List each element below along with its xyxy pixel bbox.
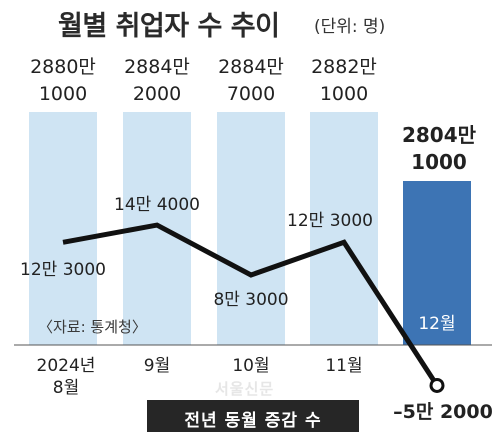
x-tick-label-0: 2024년 xyxy=(37,356,96,376)
line-point-marker xyxy=(429,377,445,393)
bar-value-label-2: 7000 xyxy=(227,83,275,105)
line-series-legend: 전년 동월 증감 수 xyxy=(147,400,359,432)
bar-value-label-0: 1000 xyxy=(39,83,87,105)
bar-value-label-2: 2884만 xyxy=(218,56,284,78)
line-value-label-0: 12만 3000 xyxy=(20,260,106,280)
bar-4 xyxy=(403,181,471,345)
bar-3 xyxy=(310,112,378,345)
bar-value-label-3: 2882만 xyxy=(311,56,377,78)
bar-value-label-1: 2000 xyxy=(133,83,181,105)
x-tick-label-4: 12월 xyxy=(418,314,455,334)
bar-value-label-1: 2884만 xyxy=(124,56,190,78)
line-series-legend-label: 전년 동월 증감 수 xyxy=(184,411,322,431)
x-tick-label-2: 10월 xyxy=(232,356,269,376)
unit-label: (단위: 명) xyxy=(314,17,386,37)
bar-value-label-0: 2880만 xyxy=(30,56,96,78)
bar-value-label-3: 1000 xyxy=(320,83,368,105)
source-label: 〈자료: 통계청〉 xyxy=(38,318,147,336)
bar-value-label-4: 2804만 xyxy=(402,123,477,147)
bar-2 xyxy=(217,112,285,345)
x-tick-label-1: 9월 xyxy=(144,356,170,376)
line-value-label-2: 8만 3000 xyxy=(213,290,288,310)
line-value-label-1: 14만 4000 xyxy=(114,195,200,215)
bar-0 xyxy=(29,112,97,345)
bar-value-label-4: 1000 xyxy=(411,150,467,174)
line-value-label-3: 12만 3000 xyxy=(287,211,373,231)
line-value-label-4: –5만 2000 xyxy=(393,401,493,423)
x-tick-label-0: 8월 xyxy=(53,378,79,398)
x-tick-label-3: 11월 xyxy=(325,356,362,376)
line-series-path xyxy=(62,222,440,387)
chart-title: 월별 취업자 수 추이 xyxy=(58,11,280,42)
watermark-text: 서울신문 xyxy=(215,380,275,398)
